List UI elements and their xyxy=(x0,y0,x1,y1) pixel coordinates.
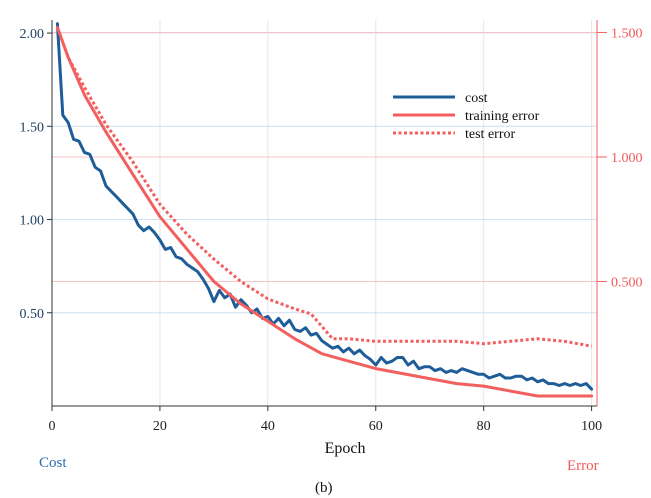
legend-label-training-error: training error xyxy=(465,109,540,124)
grid xyxy=(52,20,597,406)
left-tick-label: 1.50 xyxy=(20,120,45,135)
x-axis-title: Epoch xyxy=(325,440,366,457)
left-tick-label: 2.00 xyxy=(20,27,45,42)
series-layer xyxy=(55,22,594,398)
left-tick-label: 1.00 xyxy=(20,214,45,229)
series-line-test-error xyxy=(55,26,592,348)
series-line-cost xyxy=(55,22,594,391)
legend-label-test-error: test error xyxy=(465,127,515,142)
right-tick-label: 0.500 xyxy=(611,275,643,290)
x-tick-label: 40 xyxy=(261,419,275,434)
x-tick-label: 80 xyxy=(477,419,491,434)
x-tick-label: 0 xyxy=(49,419,56,434)
legend: cost training error test error xyxy=(393,91,540,142)
x-tick-label: 20 xyxy=(153,419,167,434)
left-axis-name: Cost xyxy=(39,455,67,471)
legend-label-cost: cost xyxy=(465,91,488,106)
x-tick-label: 100 xyxy=(581,419,602,434)
axes xyxy=(47,20,607,411)
right-tick-label: 1.000 xyxy=(611,151,643,166)
right-tick-label: 1.500 xyxy=(611,26,643,41)
series-line-training-error xyxy=(55,26,594,398)
tick-labels: 0 20 40 60 80 100 2.00 1.50 1.00 0.50 1.500 1.000 0.… xyxy=(20,26,643,434)
x-tick-label: 60 xyxy=(369,419,383,434)
figure-caption: (b) xyxy=(315,480,333,496)
right-axis-name: Error xyxy=(567,458,599,474)
left-tick-label: 0.50 xyxy=(20,307,45,322)
